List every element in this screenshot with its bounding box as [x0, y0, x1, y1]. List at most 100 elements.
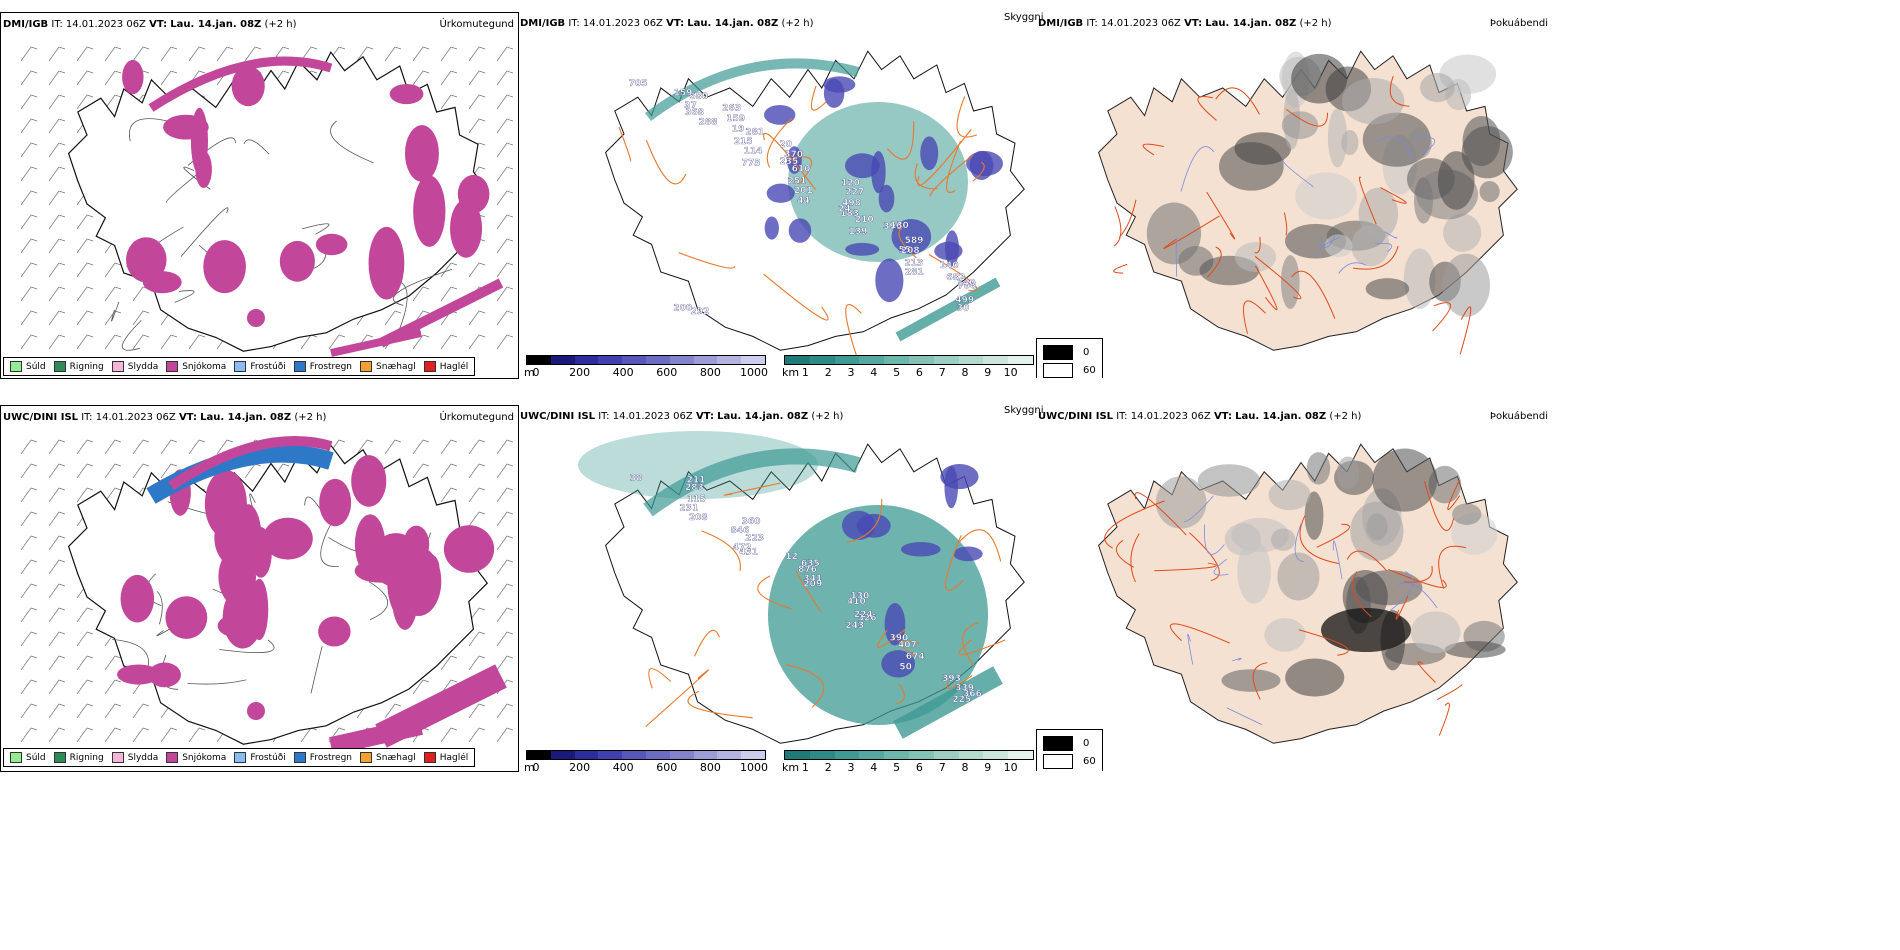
snow-area	[279, 240, 315, 282]
wind-barb	[104, 703, 122, 719]
road-line	[1254, 236, 1261, 254]
river-line	[1282, 159, 1314, 188]
legend-label: Rigning	[69, 361, 104, 372]
precip-legend: Súld Rigning Slydda Snjókoma Frostúði Frostre…	[3, 748, 476, 767]
road-line	[972, 161, 985, 182]
wind-barb	[76, 727, 94, 743]
wind-barb	[104, 286, 122, 302]
wind-barb	[76, 703, 94, 719]
wind-barb	[48, 310, 66, 326]
wind-barb	[468, 511, 486, 527]
cloud-base-label: 243	[845, 621, 864, 631]
wind-barb	[468, 118, 486, 134]
snow-area	[319, 478, 352, 527]
road-line	[368, 581, 388, 621]
wind-barb	[496, 535, 514, 551]
river-line	[1226, 707, 1263, 726]
low-cloud-area	[844, 153, 880, 179]
wind-barb	[48, 703, 66, 719]
colorbar-bin	[809, 751, 835, 759]
wind-barb	[76, 334, 94, 350]
low-cloud-area	[823, 78, 845, 108]
wind-barb	[76, 94, 94, 110]
legend-swatch	[166, 361, 179, 372]
snow-band	[330, 329, 422, 357]
fog-area	[1452, 503, 1482, 525]
wind-barb	[356, 439, 374, 455]
wind-barb	[384, 46, 402, 62]
colorbar-bin	[622, 356, 646, 364]
fog-legend-label: 0	[1083, 737, 1090, 749]
colorbar-labels: km 1 2 3 4 5 6 7 8 9 10	[782, 365, 1034, 379]
wind-barb	[76, 631, 94, 647]
fog-panel-dmi: DMI/IGB IT: 14.01.2023 06Z VT: Lau. 14.j…	[1036, 12, 1552, 378]
wind-barb	[496, 142, 514, 158]
wind-barb	[48, 487, 66, 503]
wind-barb	[496, 46, 514, 62]
colorbar-bin	[598, 356, 623, 364]
road-line	[687, 690, 753, 719]
fog-area	[1462, 115, 1501, 167]
fog-area	[1155, 476, 1207, 529]
fog-area	[1304, 491, 1324, 540]
colorbar-bin	[645, 356, 670, 364]
wind-barb	[496, 334, 514, 350]
wind-barb	[160, 46, 178, 62]
legend-swatch	[10, 752, 22, 763]
legend-swatch	[293, 752, 306, 763]
wind-barb	[104, 46, 122, 62]
wind-barb	[76, 679, 94, 695]
low-cloud-area	[884, 603, 906, 646]
road-line	[1215, 87, 1260, 115]
wind-barb	[20, 94, 38, 110]
wind-barb	[48, 214, 66, 230]
fog-area	[1234, 132, 1292, 165]
wind-barb	[468, 463, 486, 479]
road-line	[1206, 246, 1222, 278]
road-line	[723, 482, 781, 496]
wind-barb	[384, 439, 402, 455]
fog-area	[1372, 448, 1438, 512]
colorbar-tick-label: 4	[870, 761, 878, 774]
colorbar-bin	[574, 356, 599, 364]
wind-barb	[160, 439, 178, 455]
wind-barb	[412, 463, 430, 479]
road-line	[1298, 629, 1349, 656]
wind-barb	[48, 679, 66, 695]
fog-area	[1442, 253, 1491, 317]
legend-item: Frostregn	[293, 361, 352, 372]
legend-item: Snæhagl	[360, 361, 416, 372]
fog-legend-swatch	[1043, 753, 1073, 769]
river-line	[1338, 262, 1366, 274]
wind-barb	[20, 535, 38, 551]
snow-band	[148, 56, 333, 112]
cloud-base-label: 50	[899, 663, 912, 673]
wind-barb	[48, 94, 66, 110]
legend-item: Frostregn	[293, 752, 353, 763]
road-line	[1404, 565, 1433, 583]
road-line	[1169, 623, 1230, 644]
legend-item: Snæhagl	[360, 752, 416, 763]
road-line	[618, 126, 632, 162]
wind-barb	[468, 94, 486, 110]
legend-label: Frostregn	[309, 752, 353, 763]
legend-label: Snæhagl	[376, 361, 416, 372]
wind-barb	[20, 286, 38, 302]
colorbar-bin	[550, 356, 575, 364]
fog-area	[1277, 552, 1320, 601]
colorbar-bin	[809, 356, 835, 364]
wind-barb	[468, 487, 486, 503]
cloud-base-label: 223	[745, 534, 764, 544]
wind-barb	[20, 118, 38, 134]
cloud-base-label: 431	[739, 548, 758, 558]
wind-barb	[132, 463, 150, 479]
legend-swatch	[111, 752, 124, 763]
cloud-base-label: 370	[784, 150, 803, 160]
wind-barb	[20, 559, 38, 575]
colorbar-bin	[983, 356, 1009, 364]
wind-barb	[20, 631, 38, 647]
wind-barb	[20, 334, 38, 350]
road-line	[887, 121, 915, 160]
fog-area	[1336, 456, 1360, 490]
wind-barb	[496, 655, 514, 671]
